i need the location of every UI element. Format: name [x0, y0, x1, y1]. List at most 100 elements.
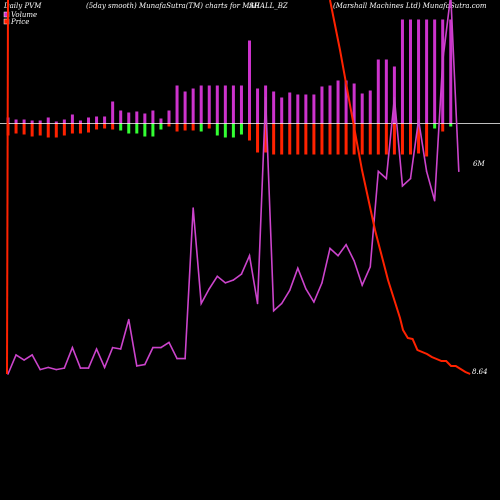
legend-price-swatch [3, 18, 10, 25]
price-point [160, 346, 162, 349]
up-move-bar [239, 123, 243, 135]
volume-bar [392, 66, 396, 124]
legend-price-label: Price [10, 18, 29, 26]
up-move-bar [159, 123, 163, 130]
up-move-bar [199, 123, 203, 132]
volume-bar [119, 110, 123, 124]
trend-line-left [6, 0, 9, 375]
down-move-bar [103, 123, 107, 129]
volume-bar [167, 110, 171, 124]
volume-bar [70, 114, 74, 124]
down-move-bar [344, 123, 348, 155]
header-left-title: Daily PVM [3, 2, 42, 10]
down-move-bar [409, 123, 412, 155]
volume-bars-layer [6, 19, 453, 157]
price-point [127, 318, 130, 321]
legend-volume-swatch [3, 11, 10, 18]
down-move-bar [256, 123, 260, 153]
volume-bar [54, 121, 58, 124]
volume-bar [183, 91, 187, 124]
up-move-bar [449, 123, 453, 127]
down-move-bar [62, 123, 66, 136]
volume-bar [368, 90, 372, 124]
price-point [71, 346, 74, 349]
volume-bar [312, 94, 316, 124]
price-point [425, 170, 428, 173]
price-point [224, 282, 227, 284]
price-point [103, 366, 106, 369]
down-move-bar [280, 123, 284, 155]
legend-volume-label: Volume [11, 11, 37, 19]
volume-bar [215, 85, 219, 124]
down-move-bar [328, 123, 332, 155]
volume-bar [14, 119, 18, 124]
header-right: (Marshall Machines Ltd) MunafaSutra.com [333, 2, 487, 10]
price-point [297, 267, 299, 270]
price-point [369, 266, 372, 268]
down-move-bar [46, 123, 50, 138]
header-ticker: SHALL_BZ [249, 2, 288, 10]
volume-bar [296, 94, 300, 124]
volume-bar [87, 117, 90, 124]
volume-bar [417, 19, 421, 124]
price-point [361, 284, 364, 286]
volume-bar [143, 113, 147, 124]
down-move-bar [320, 123, 324, 155]
price-point [31, 354, 33, 356]
down-move-bar [360, 123, 364, 155]
price-point [216, 275, 219, 278]
down-move-bar [352, 123, 356, 155]
volume-bar [62, 119, 66, 124]
price-point [337, 254, 339, 257]
price-point [409, 177, 412, 180]
volume-bar [360, 93, 364, 124]
volume-bar [103, 116, 107, 124]
volume-bar [239, 85, 243, 124]
volume-bar [207, 85, 211, 124]
price-point [433, 199, 436, 202]
volume-bar [376, 59, 380, 124]
volume-bar [288, 92, 292, 124]
price-point [385, 177, 388, 180]
price-point [47, 366, 50, 369]
price-point [152, 346, 154, 349]
up-move-bar [231, 123, 235, 138]
price-point [63, 367, 66, 369]
down-move-bar [38, 123, 42, 136]
price-point [136, 365, 138, 367]
volume-bar [336, 80, 340, 124]
header-center-left: (5day smooth) MunafaSutra(TM) charts for… [86, 2, 260, 10]
down-move-bar [400, 123, 404, 155]
price-point [168, 341, 170, 344]
up-move-bar [119, 123, 123, 131]
price-point [176, 357, 178, 360]
down-move-bar [384, 123, 388, 155]
down-move-bar [288, 123, 292, 155]
down-move-bar [336, 123, 340, 155]
price-point [208, 288, 211, 290]
price-point [353, 260, 355, 262]
volume-bar [409, 19, 412, 124]
price-point [280, 302, 283, 305]
volume-bar [38, 120, 42, 124]
price-point [248, 254, 251, 257]
up-move-bar [143, 123, 147, 137]
price-point [39, 368, 41, 371]
up-move-bar [127, 123, 131, 134]
trend-line [329, 0, 471, 375]
volume-bar [127, 112, 131, 124]
up-move-bar [223, 123, 227, 138]
volume-bar [400, 19, 404, 124]
price-point [15, 354, 17, 356]
volume-bar [135, 111, 139, 124]
volume-bar [352, 83, 356, 124]
volume-bar [256, 88, 260, 124]
price-point [200, 302, 202, 305]
up-move-bar [151, 123, 155, 137]
down-move-bar [95, 123, 99, 130]
down-move-bar [376, 123, 380, 155]
down-move-bar [14, 123, 18, 134]
price-point [264, 97, 267, 99]
down-move-bar [417, 123, 421, 154]
up-move-bar [433, 123, 437, 129]
